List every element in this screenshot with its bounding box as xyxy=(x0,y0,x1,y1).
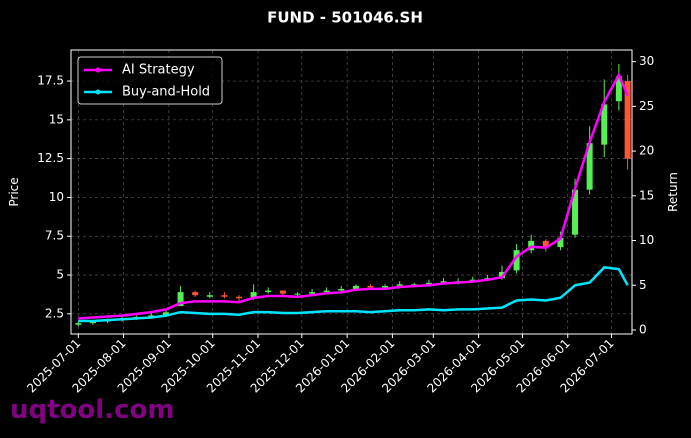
chart-title: FUND - 501046.SH xyxy=(267,9,423,27)
candle-body xyxy=(601,104,608,145)
series-line xyxy=(78,72,629,320)
candle-body xyxy=(323,290,330,293)
candle-body xyxy=(498,271,505,279)
candle-body xyxy=(89,321,96,324)
y2-tick-label: 5 xyxy=(639,278,647,292)
y-tick-label: 10 xyxy=(49,190,64,204)
plot-frame xyxy=(70,49,633,335)
legend-marker xyxy=(95,67,101,73)
candle-body xyxy=(411,284,418,286)
y2-axis-label: Return xyxy=(666,172,680,212)
y2-tick-label: 15 xyxy=(639,188,654,202)
y-tick-label: 12.5 xyxy=(37,151,64,165)
candle-body xyxy=(192,292,199,296)
legend-marker xyxy=(95,89,101,95)
y-tick-label: 5 xyxy=(56,268,64,282)
y2-tick-label: 25 xyxy=(639,99,654,113)
candle-body xyxy=(177,292,184,307)
candle-body xyxy=(148,315,155,317)
candle-body xyxy=(75,323,82,325)
candle-body xyxy=(338,288,345,291)
candle-body xyxy=(572,189,579,235)
candle-body xyxy=(542,240,549,248)
candle-body xyxy=(206,295,213,297)
y-axis-label: Price xyxy=(7,177,21,206)
y2-tick-label: 30 xyxy=(639,54,654,68)
candle-body xyxy=(309,292,316,294)
y-tick-label: 15 xyxy=(49,112,64,126)
candle-body xyxy=(396,284,403,286)
candle-body xyxy=(513,250,520,271)
y-tick-label: 2.5 xyxy=(45,306,64,320)
legend-label: Buy-and-Hold xyxy=(122,85,210,100)
candle-body xyxy=(236,296,243,299)
legend-label: AI Strategy xyxy=(122,63,195,78)
series-line xyxy=(78,266,629,323)
candle-body xyxy=(367,285,374,288)
candle-body xyxy=(382,285,389,288)
candle-body xyxy=(221,295,228,297)
legend-box xyxy=(77,56,223,105)
candle-body xyxy=(279,290,286,294)
candle-body xyxy=(624,81,631,159)
candle-body xyxy=(265,290,272,293)
y-tick-label: 7.5 xyxy=(45,229,64,243)
candle-body xyxy=(425,282,432,285)
watermark: uqtool.com xyxy=(10,395,174,425)
candle-body xyxy=(294,293,301,295)
candle-body xyxy=(352,285,359,289)
candle-body xyxy=(615,76,622,102)
legend: AI Strategy Buy-and-Hold xyxy=(77,56,223,105)
candle-body xyxy=(586,143,593,190)
candle-body xyxy=(162,312,169,316)
candle-body xyxy=(557,237,564,248)
y-tick-label: 17.5 xyxy=(37,74,64,88)
y2-tick-label: 0 xyxy=(639,322,647,336)
candle-body xyxy=(250,292,257,299)
y2-tick-label: 10 xyxy=(639,233,654,247)
candle-body xyxy=(440,281,447,283)
y2-tick-label: 20 xyxy=(639,144,654,158)
